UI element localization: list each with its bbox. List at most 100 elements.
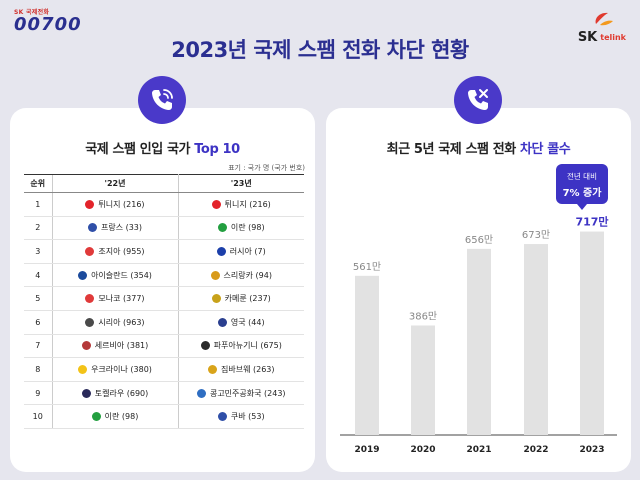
country-2022-cell: 시리아 (963): [51, 310, 179, 335]
country-2023-cell: 스리랑카 (94): [178, 263, 304, 288]
country-label: 시리아 (963): [98, 317, 145, 327]
rank-cell: 7: [24, 334, 52, 359]
country-label: 우크라이나 (380): [91, 364, 152, 374]
table-row: 10 이란 (98) 쿠바 (53): [24, 404, 304, 429]
country-2022-cell: 토켈라우 (690): [51, 381, 179, 406]
x-tick-2022: 2022: [523, 445, 548, 455]
rank-cell: 6: [24, 310, 52, 335]
top10-title-plain: 국제 스팸 인입 국가: [85, 142, 195, 157]
value-label-2020: 386만: [409, 310, 437, 322]
flag-icon: [78, 364, 88, 374]
rank-cell: 2: [24, 216, 52, 241]
table-row: 9 토켈라우 (690) 콩고민주공화국 (243): [24, 381, 304, 406]
sk-butterfly-icon: [595, 12, 613, 26]
country-2023-cell: 파푸아뉴기니 (675): [178, 334, 304, 359]
header-2022: '22년: [51, 174, 179, 193]
telink-logo-text: telink: [600, 33, 626, 42]
bar-2023: [580, 231, 604, 435]
country-label: 카메룬 (237): [224, 294, 271, 304]
flag-icon: [81, 341, 91, 351]
top10-countries-card: 국제 스팸 인입 국가 Top 10 표기 : 국가 명 (국가 번호) 순위 …: [10, 108, 315, 472]
country-2022-cell: 이란 (98): [51, 404, 179, 429]
country-label: 아이슬란드 (354): [91, 270, 152, 280]
table-row: 8 우크라이나 (380) 짐바브웨 (263): [24, 357, 304, 382]
rank-cell: 4: [24, 263, 52, 288]
brand-big-text: 00700: [14, 14, 82, 35]
flag-icon: [210, 270, 220, 280]
country-2023-cell: 콩고민주공화국 (243): [178, 381, 304, 406]
flag-icon: [217, 317, 227, 327]
bar-2019: [355, 275, 379, 435]
phone-call-icon: [138, 76, 186, 124]
flag-icon: [85, 317, 95, 327]
country-2022-cell: 우크라이나 (380): [51, 357, 179, 382]
country-2023-cell: 튀니지 (216): [178, 192, 304, 217]
flag-icon: [200, 341, 210, 351]
phone-block-icon: [454, 76, 502, 124]
flag-icon: [78, 270, 88, 280]
rank-cell: 9: [24, 381, 52, 406]
country-2023-cell: 카메룬 (237): [178, 286, 304, 311]
table-row: 6 시리아 (963) 영국 (44): [24, 310, 304, 335]
country-label: 튀니지 (216): [98, 199, 145, 209]
flag-icon: [87, 223, 97, 233]
value-label-2019: 561만: [353, 261, 381, 273]
blocked-title-highlight: 차단 콜수: [519, 142, 571, 157]
table-row: 1 튀니지 (216) 튀니지 (216): [24, 192, 304, 217]
flag-icon: [85, 246, 95, 256]
x-tick-2020: 2020: [410, 445, 435, 455]
brand-logo-right: SK telink: [578, 30, 626, 45]
country-2022-cell: 아이슬란드 (354): [51, 263, 179, 288]
country-label: 콩고민주공화국 (243): [209, 388, 286, 398]
callout-line2: 7% 증가: [562, 188, 602, 199]
rank-cell: 5: [24, 286, 52, 311]
top10-title-highlight: Top 10: [194, 142, 240, 157]
brand-logo-left: SK 국제전화 00700: [14, 7, 82, 34]
flag-icon: [217, 223, 227, 233]
top10-card-title: 국제 스팸 인입 국가 Top 10: [10, 138, 315, 157]
blocked-title-plain: 최근 5년 국제 스팸 전화: [386, 142, 520, 157]
flag-icon: [211, 199, 221, 209]
flag-icon: [217, 412, 227, 422]
country-2023-cell: 영국 (44): [178, 310, 304, 335]
brand-small-text: SK 국제전화: [14, 9, 50, 16]
country-label: 이란 (98): [230, 223, 265, 233]
rank-cell: 10: [24, 404, 52, 429]
bar-2020: [411, 325, 435, 435]
country-label: 프랑스 (33): [100, 223, 143, 233]
callout-line1: 전년 대비: [567, 172, 597, 181]
country-label: 모나코 (377): [98, 294, 145, 304]
value-label-2022: 673만: [522, 229, 550, 241]
country-2022-cell: 조지아 (955): [51, 239, 179, 264]
x-tick-2019: 2019: [354, 445, 379, 455]
country-2023-cell: 러시아 (7): [178, 239, 304, 264]
header-rank: 순위: [24, 174, 52, 193]
rank-cell: 3: [24, 239, 52, 264]
country-label: 러시아 (7): [229, 246, 266, 256]
country-2022-cell: 튀니지 (216): [51, 192, 179, 217]
country-2023-cell: 이란 (98): [178, 216, 304, 241]
table-row: 2 프랑스 (33) 이란 (98): [24, 216, 304, 241]
value-label-2023: 717만: [575, 215, 608, 229]
flag-icon: [208, 364, 217, 374]
top10-table: 순위 '22년 '23년 1 튀니지 (216) 튀니지 (216) 2 프랑스 (33…: [24, 174, 304, 429]
country-label: 이란 (98): [104, 412, 139, 422]
blocked-calls-chart: 561만 2019 386만 2020 656만 2021 673만 2022 717만 2023: [340, 215, 617, 455]
value-label-2021: 656만: [465, 234, 493, 246]
top10-table-body: 1 튀니지 (216) 튀니지 (216) 2 프랑스 (33) 이란 (98) 3 조지아 …: [24, 192, 304, 429]
country-2022-cell: 세르비아 (381): [51, 334, 179, 359]
flag-icon: [85, 294, 95, 304]
country-label: 토켈라우 (690): [94, 388, 149, 398]
x-tick-2023: 2023: [579, 445, 604, 455]
country-label: 영국 (44): [230, 317, 265, 327]
flag-icon: [85, 199, 95, 209]
flag-icon: [216, 246, 226, 256]
blocked-card-title: 최근 5년 국제 스팸 전화 차단 콜수: [326, 138, 631, 157]
country-label: 짐바브웨 (263): [221, 364, 275, 374]
flag-icon: [211, 294, 221, 304]
country-label: 파푸아뉴기니 (675): [213, 341, 282, 351]
table-row: 4 아이슬란드 (354) 스리랑카 (94): [24, 263, 304, 288]
country-2023-cell: 짐바브웨 (263): [178, 357, 304, 382]
growth-callout: 전년 대비 7% 증가: [556, 164, 608, 210]
rank-cell: 1: [24, 192, 52, 217]
